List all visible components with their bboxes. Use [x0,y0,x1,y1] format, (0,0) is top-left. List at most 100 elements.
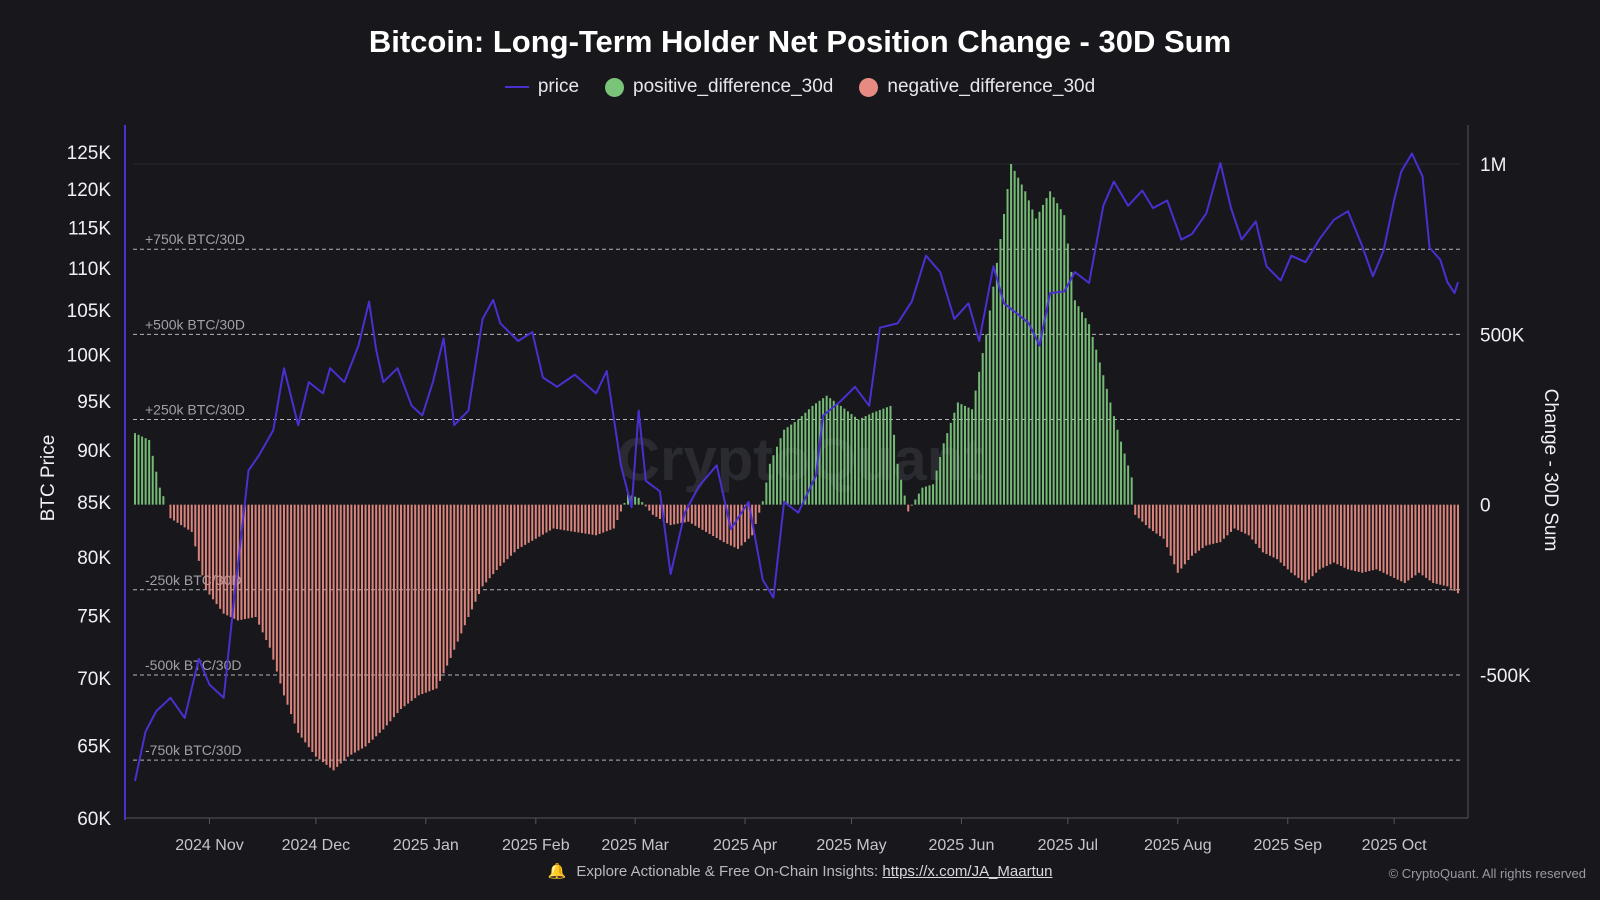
negative-bar [1304,504,1307,583]
negative-bar [591,504,594,535]
negative-bar [268,504,271,648]
positive-bar [829,398,832,505]
negative-bar [481,504,484,587]
positive-bar [1105,388,1108,505]
negative-bar [187,504,190,530]
negative-bar [658,504,661,519]
negative-bar [598,504,601,534]
negative-bar [254,504,257,618]
positive-bar [1045,198,1048,505]
positive-bar [158,487,161,505]
negative-bar [577,504,580,533]
negative-bar [697,504,700,528]
negative-bar [754,504,757,524]
legend-item-positive[interactable]: positive_difference_30d [605,76,833,98]
positive-bar [854,416,857,505]
positive-bar [1066,243,1069,505]
positive-bar [928,485,931,505]
reference-line-label: +500k BTC/30D [145,316,245,332]
positive-bar [864,416,867,505]
negative-bar [1219,504,1222,543]
positive-bar [807,409,810,505]
negative-bar [180,504,183,526]
negative-bar [183,504,186,528]
legend-dot-icon [605,77,625,97]
positive-bar [1084,318,1087,505]
positive-bar [1081,312,1084,505]
positive-bar [790,424,793,505]
positive-bar [978,371,981,505]
negative-bar [279,504,282,684]
negative-bar [272,504,275,660]
negative-bar [343,504,346,761]
negative-bar [329,504,332,768]
positive-bar [1077,306,1080,505]
legend-label-price: price [537,76,580,97]
negative-bar [314,504,317,757]
positive-bar [1073,300,1076,505]
negative-bar [1378,504,1381,572]
positive-bar [804,412,807,505]
legend-item-negative[interactable]: negative_difference_30d [859,76,1095,98]
negative-bar [233,504,236,619]
negative-bar [1212,504,1215,544]
negative-bar [502,504,505,563]
negative-bar [1386,504,1389,575]
positive-bar [1056,203,1059,505]
grid-layer: CryptoQuant +750k BTC/30D +500k BTC/30D +25… [133,163,1460,761]
negative-bar [1251,504,1254,540]
negative-bar [1439,504,1442,585]
positive-bar [988,310,991,505]
negative-bar [1382,504,1385,573]
footer-link[interactable]: https://x.com/JA_Maartun [882,863,1053,880]
negative-bar [275,504,278,672]
negative-bar [318,504,321,760]
positive-bar [885,407,888,505]
positive-bar [924,486,927,505]
negative-bar [1283,504,1286,566]
watermark: CryptoQuant [617,426,984,493]
positive-bar [623,502,626,505]
y-left-tick-label: 65K [77,736,111,757]
positive-bar [956,402,959,505]
positive-bar [903,495,906,505]
negative-bar [407,504,410,704]
negative-bar [240,504,243,620]
x-tick-label: 2025 Jun [929,837,995,854]
positive-bar [971,409,974,505]
negative-bar [463,504,466,626]
negative-bar [1332,504,1335,563]
y-left-tick-label: 110K [68,259,111,280]
positive-bar [843,408,846,505]
x-tick-label: 2024 Dec [282,837,351,854]
positive-bar [761,501,764,505]
negative-bar [907,504,910,512]
positive-bar [772,455,775,505]
negative-bar [690,504,693,524]
x-tick-label: 2025 Sep [1253,837,1322,854]
y-left-tick-label: 90K [77,441,111,462]
negative-bar [1137,504,1140,519]
positive-bar [868,414,871,505]
positive-bar [155,471,158,505]
negative-bar [1258,504,1261,549]
x-tick-label: 2025 Oct [1362,837,1427,854]
positive-bar [151,455,154,505]
positive-bar [949,422,952,505]
legend-item-price[interactable]: price [504,76,580,98]
positive-bar [137,434,140,505]
x-tick-label: 2025 Aug [1144,837,1212,854]
negative-bar [1148,504,1151,529]
positive-bar [1052,197,1055,505]
negative-bar [1414,504,1417,576]
negative-bar [1180,504,1183,569]
negative-bar [478,504,481,595]
negative-bar [456,504,459,642]
negative-bar [1407,504,1410,581]
positive-bar [1017,177,1020,505]
positive-bar [1088,324,1091,505]
positive-bar [985,334,988,505]
positive-bar [914,499,917,505]
x-tick-label: 2025 Mar [601,837,669,854]
positive-bar [1031,209,1034,505]
